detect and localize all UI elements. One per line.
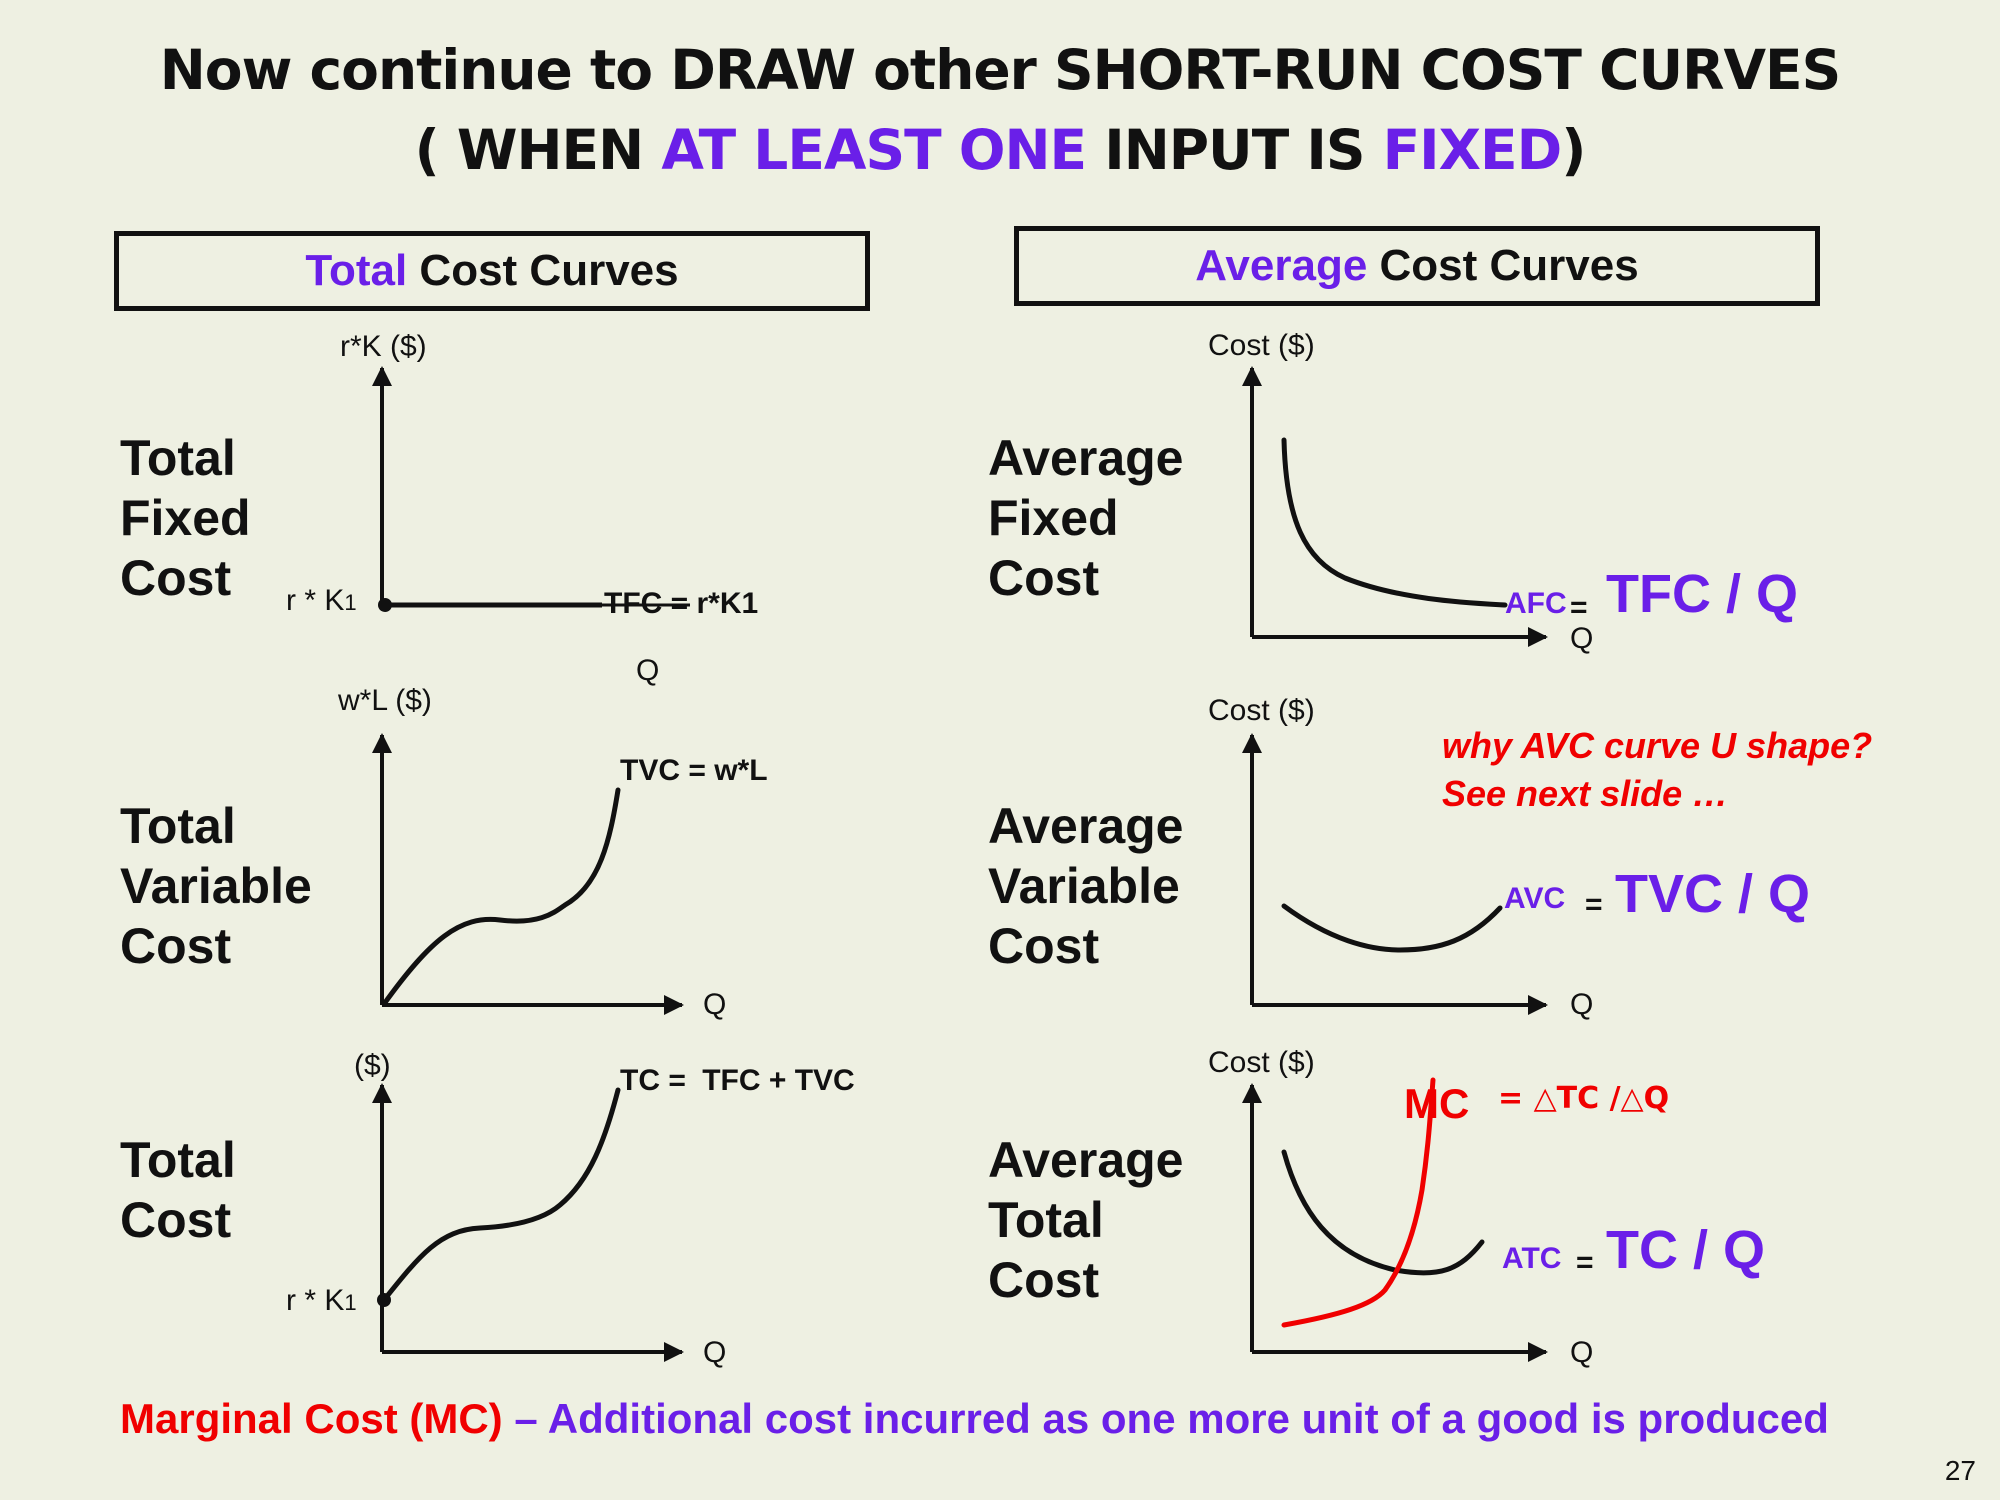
tfc-point-label: r * K1 <box>286 584 357 617</box>
graph-tvc: w*L ($) Q TVC = w*L <box>337 684 768 1021</box>
atc-formula: TC / Q <box>1606 1220 1765 1280</box>
tfc-point <box>378 598 392 612</box>
tvc-x-label: Q <box>703 988 726 1021</box>
header-total-rest: Cost Curves <box>407 246 679 295</box>
avc-formula-eq: = <box>1585 888 1603 921</box>
header-average: Average <box>1195 241 1368 290</box>
avc-x-label: Q <box>1570 988 1593 1021</box>
title-highlight-at-least-one: AT LEAST ONE <box>661 118 1087 182</box>
tc-y-label: ($) <box>354 1049 391 1082</box>
graph-atc: Cost ($) Q MC = △TC /△Q ATC = TC / Q <box>1208 1046 1765 1369</box>
tfc-y-label: r*K ($) <box>340 330 427 363</box>
atc-x-label: Q <box>1570 1336 1593 1369</box>
tvc-y-label: w*L ($) <box>337 684 432 717</box>
atc-y-label: Cost ($) <box>1208 1046 1315 1079</box>
header-total: Total <box>305 246 408 295</box>
slide-title-line1: Now continue to DRAW other SHORT-RUN COS… <box>159 38 1841 102</box>
label-total-fixed-cost: Total Fixed Cost <box>120 430 251 606</box>
avc-u-shape-note: why AVC curve U shape? See next slide … <box>1442 725 1873 814</box>
title-open: ( WHEN <box>414 118 662 182</box>
avc-formula-label: AVC <box>1504 882 1565 915</box>
afc-formula-label: AFC <box>1505 587 1567 620</box>
graph-afc: Cost ($) Q AFC = TFC / Q <box>1208 329 1798 655</box>
label-average-variable-cost: Average Variable Cost <box>988 798 1184 974</box>
footer-mc-term: Marginal Cost (MC) <box>120 1395 503 1442</box>
graph-tc: ($) Q r * K1 TC = TFC + TVC <box>286 1049 855 1369</box>
afc-formula-eq: = <box>1570 591 1588 624</box>
page-number: 27 <box>1944 1455 1976 1486</box>
afc-curve <box>1281 437 1508 608</box>
label-total-variable-cost: Total Variable Cost <box>120 798 312 974</box>
mc-label: MC <box>1404 1080 1469 1127</box>
marginal-cost-definition: Marginal Cost (MC) – Additional cost inc… <box>120 1395 1829 1443</box>
tfc-curve-label: TFC = r*K1 <box>604 587 758 620</box>
tvc-curve <box>381 787 621 1007</box>
afc-y-label: Cost ($) <box>1208 329 1315 362</box>
mc-curve <box>1281 1077 1436 1328</box>
afc-formula: TFC / Q <box>1606 564 1798 624</box>
graph-tfc: r*K ($) Q r * K1 TFC = r*K1 <box>286 330 758 687</box>
graph-avc: Cost ($) Q AVC = TVC / Q <box>1208 694 1810 1021</box>
tc-point <box>377 1293 391 1307</box>
average-cost-curves-header: Average Cost Curves <box>1014 226 1820 306</box>
tc-point-label: r * K1 <box>286 1284 357 1317</box>
footer-mc-definition: – Additional cost incurred as one more u… <box>502 1395 1829 1442</box>
label-average-total-cost: Average Total Cost <box>988 1132 1184 1308</box>
tfc-x-label: Q <box>636 654 659 687</box>
tc-x-label: Q <box>703 1336 726 1369</box>
label-average-fixed-cost: Average Fixed Cost <box>988 430 1184 606</box>
slide-title-line2: ( WHEN AT LEAST ONE INPUT IS FIXED) <box>0 118 2000 182</box>
title-close: ) <box>1561 118 1586 182</box>
avc-y-label: Cost ($) <box>1208 694 1315 727</box>
label-total-cost: Total Cost <box>120 1132 236 1248</box>
atc-formula-label: ATC <box>1502 1242 1561 1275</box>
header-average-rest: Cost Curves <box>1367 241 1639 290</box>
afc-x-label: Q <box>1570 622 1593 655</box>
title-mid: INPUT IS <box>1086 118 1383 182</box>
title-highlight-fixed: FIXED <box>1382 118 1563 182</box>
tvc-curve-label: TVC = w*L <box>620 754 768 787</box>
atc-formula-eq: = <box>1576 1246 1594 1279</box>
avc-formula: TVC / Q <box>1615 864 1810 924</box>
tc-curve <box>381 1087 621 1303</box>
atc-curve <box>1281 1149 1485 1276</box>
tc-curve-label: TC = TFC + TVC <box>620 1064 855 1097</box>
avc-curve <box>1281 903 1503 953</box>
total-cost-curves-header: Total Cost Curves <box>114 231 870 311</box>
mc-formula: = △TC /△Q <box>1498 1081 1669 1116</box>
